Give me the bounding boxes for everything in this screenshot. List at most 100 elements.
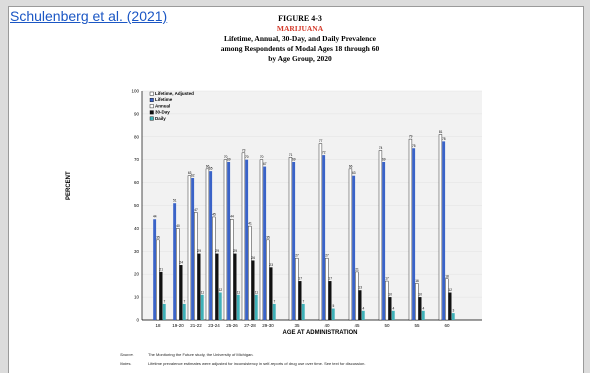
bar-lifetime [227, 161, 231, 320]
data-label: 23 [269, 263, 273, 267]
bar-lifetime-adjusted [348, 168, 353, 321]
bar-lifetime-adjusted [408, 138, 413, 321]
notes-note: Notes. Lifetime prevalence estimates were… [120, 361, 365, 366]
bar-lifetime [173, 203, 177, 320]
x-tick-label: 45 [354, 323, 360, 328]
legend-swatch-annual [149, 104, 154, 109]
data-label: 62 [191, 174, 195, 178]
bar-lifetime [442, 141, 446, 320]
data-label: 4 [393, 306, 395, 310]
bar-daily [254, 294, 258, 320]
data-label: 27 [325, 254, 329, 258]
data-label: 77 [319, 139, 323, 143]
bar-annual [385, 280, 389, 321]
bar-daily [218, 292, 222, 320]
bar-annual [325, 257, 329, 321]
bar-thirty-day [179, 265, 183, 320]
data-label: 70 [260, 155, 264, 159]
data-label: 10 [418, 293, 422, 297]
x-tick-label: 29-30 [262, 323, 274, 328]
bar-lifetime [352, 175, 356, 320]
bar-thirty-day [388, 297, 392, 320]
data-label: 29 [215, 249, 219, 253]
bar-annual [156, 239, 160, 321]
legend-entry-daily: Daily [155, 116, 166, 121]
bar-lifetime-adjusted [241, 152, 246, 321]
data-label: 41 [248, 222, 252, 226]
bar-lifetime-adjusted [378, 150, 383, 321]
legend-entry-lifetime: Lifetime [155, 97, 173, 102]
legend-entry-annual: Annual [155, 103, 170, 108]
y-tick-label: 80 [134, 134, 140, 139]
figure-title-line-2: among Respondents of Modal Ages 18 throu… [220, 44, 380, 53]
bar-annual [266, 239, 270, 321]
bar-daily [361, 310, 365, 320]
bar-lifetime-adjusted [288, 157, 293, 321]
y-tick-label: 60 [134, 180, 140, 185]
data-label: 16 [415, 279, 419, 283]
data-label: 21 [159, 267, 163, 271]
data-label: 44 [153, 215, 157, 219]
source-note: Source. The Monitoring the Future study, … [120, 352, 254, 357]
bar-thirty-day [328, 281, 332, 320]
bar-thirty-day [298, 281, 302, 320]
data-label: 7 [274, 299, 276, 303]
bar-daily [421, 310, 425, 320]
figure-title-line-1: Lifetime, Annual, 30-Day, and Daily Prev… [224, 34, 376, 43]
y-tick-label: 10 [134, 295, 140, 300]
bar-daily [182, 303, 186, 320]
bar-annual [194, 212, 198, 321]
data-label: 65 [209, 167, 213, 171]
data-label: 44 [230, 215, 234, 219]
bar-annual [355, 271, 359, 321]
data-label: 47 [194, 208, 198, 212]
bar-lifetime [322, 155, 326, 320]
bar-annual [212, 216, 216, 321]
y-tick-label: 90 [134, 111, 140, 116]
x-tick-label: 18 [155, 323, 161, 328]
data-label: 7 [303, 299, 305, 303]
bar-daily [331, 308, 335, 320]
source-link[interactable]: Schulenberg et al. (2021) [10, 8, 168, 24]
bar-thirty-day [448, 292, 452, 320]
x-tick-label: 35 [294, 323, 300, 328]
bar-thirty-day [197, 253, 201, 320]
data-label: 70 [224, 155, 228, 159]
x-tick-label: 25-26 [226, 323, 238, 328]
bar-lifetime [292, 161, 296, 320]
x-tick-label: 50 [384, 323, 390, 328]
source-note-text: The Monitoring the Future study, the Uni… [148, 352, 254, 357]
notes-note-key: Notes. [120, 361, 132, 366]
bar-lifetime [191, 178, 195, 320]
data-label: 71 [289, 153, 293, 157]
bar-lifetime [245, 159, 249, 320]
legend-swatch-thirty-day [149, 110, 154, 115]
x-tick-label: 23-24 [208, 323, 220, 328]
data-label: 40 [176, 224, 180, 228]
data-label: 74 [379, 146, 383, 150]
data-label: 17 [298, 277, 302, 281]
data-label: 67 [263, 162, 267, 166]
data-label: 69 [382, 157, 386, 161]
bar-lifetime-adjusted [223, 159, 228, 321]
data-label: 17 [328, 277, 332, 281]
bar-daily [162, 303, 166, 320]
source-note-key: Source. [120, 352, 134, 357]
bar-daily [301, 303, 305, 320]
bar-lifetime-adjusted [438, 134, 443, 321]
bar-annual [230, 219, 234, 321]
bar-thirty-day [418, 297, 422, 320]
data-label: 51 [173, 199, 177, 203]
bar-daily [200, 294, 204, 320]
bar-thirty-day [233, 253, 237, 320]
y-tick-label: 50 [134, 203, 140, 208]
data-label: 63 [352, 171, 356, 175]
data-label: 63 [188, 171, 192, 175]
y-tick-label: 30 [134, 249, 140, 254]
bar-daily [236, 294, 240, 320]
y-axis-label: PERCENT [66, 171, 72, 200]
bar-annual [295, 257, 299, 321]
bar-thirty-day [358, 290, 362, 320]
data-label: 35 [156, 235, 160, 239]
data-label: 35 [266, 235, 270, 239]
